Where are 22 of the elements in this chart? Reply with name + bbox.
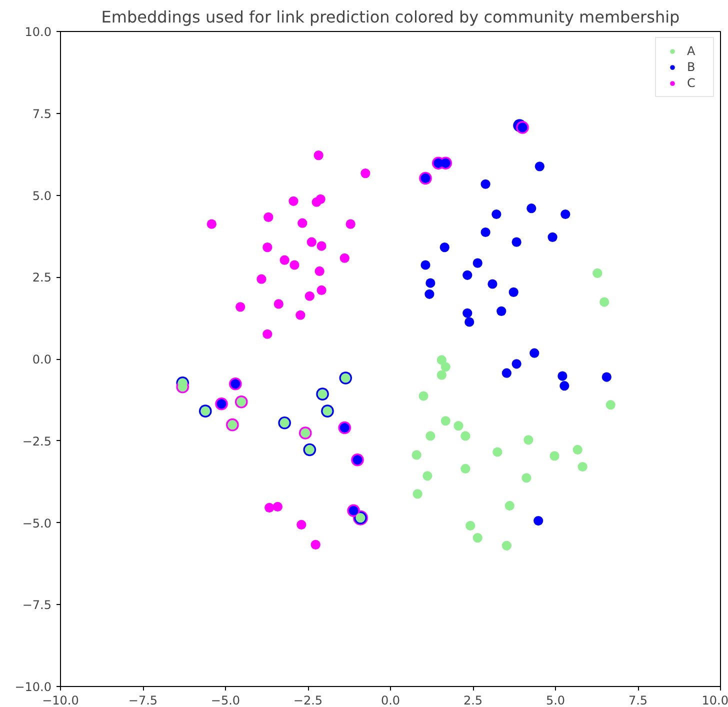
legend-label: C bbox=[687, 76, 696, 90]
y-tick-label: 7.5 bbox=[32, 106, 52, 121]
x-tick-label: −2.5 bbox=[293, 694, 323, 707]
y-tick-label: −2.5 bbox=[22, 434, 52, 448]
y-tick-label: 5.0 bbox=[32, 188, 52, 203]
y-tick-label: −5.0 bbox=[22, 516, 52, 530]
chart-title: Embeddings used for link prediction colored by community membership bbox=[101, 8, 680, 26]
legend-label: B bbox=[687, 60, 696, 74]
x-tick-label: −7.5 bbox=[128, 694, 158, 707]
y-tick-label: −10.0 bbox=[14, 680, 52, 694]
y-tick-label: 0.0 bbox=[32, 352, 52, 366]
x-tick-label: 7.5 bbox=[628, 694, 648, 707]
x-tick-label: 10.0 bbox=[702, 694, 728, 707]
x-tick-label: 5.0 bbox=[546, 694, 566, 707]
y-tick-label: −7.5 bbox=[22, 598, 52, 612]
x-tick-label: −5.0 bbox=[210, 694, 240, 707]
legend-label: A bbox=[687, 44, 696, 58]
y-tick-label: 2.5 bbox=[32, 270, 52, 285]
x-tick-label: 0.0 bbox=[380, 694, 400, 707]
x-tick-label: −10.0 bbox=[42, 694, 79, 707]
y-tick-label: 10.0 bbox=[24, 25, 52, 39]
x-tick-label: 2.5 bbox=[463, 694, 483, 707]
